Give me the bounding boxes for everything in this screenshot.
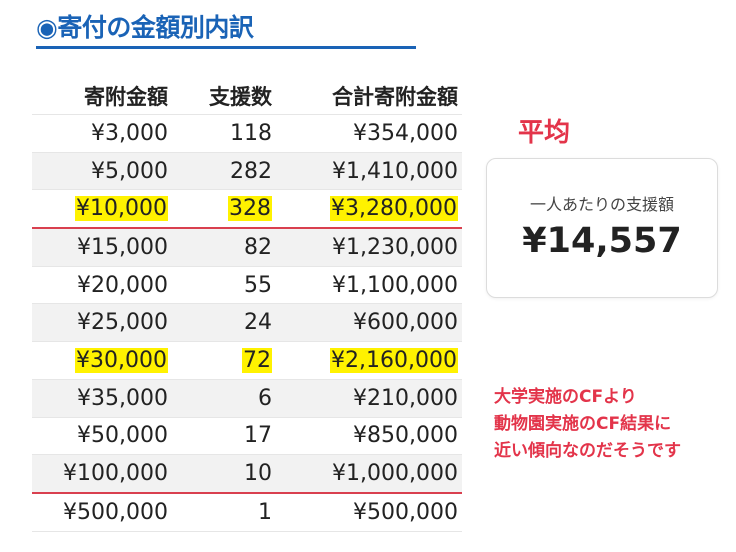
cell-count: 1 [172, 492, 276, 532]
cell-total-text: ¥210,000 [353, 385, 458, 411]
cell-total: ¥210,000 [276, 379, 462, 418]
average-card: 一人あたりの支援額 ¥14,557 [486, 158, 718, 298]
table-row: ¥15,000 82 ¥1,230,000 [32, 228, 462, 267]
donation-breakdown-table: 寄附金額 支援数 合計寄附金額 ¥3,000 118 ¥354,000 ¥5,000 2… [32, 78, 462, 532]
cell-total: ¥500,000 [276, 492, 462, 532]
cell-total: ¥1,230,000 [276, 228, 462, 267]
cell-amount: ¥5,000 [32, 152, 172, 191]
cell-total-text: ¥500,000 [353, 499, 458, 525]
cell-count: 6 [172, 379, 276, 418]
cell-total: ¥1,000,000 [276, 454, 462, 494]
note-line: 動物園実施のCF結果に [494, 414, 672, 434]
cell-total-text: ¥2,160,000 [330, 347, 458, 373]
table-row: ¥100,000 10 ¥1,000,000 [32, 454, 462, 494]
note-line: 大学実施のCFより [494, 387, 637, 407]
header-count: 支援数 [209, 85, 272, 109]
table-row: ¥500,000 1 ¥500,000 [32, 492, 462, 532]
table-row: ¥10,000 328 ¥3,280,000 [32, 189, 462, 230]
cell-amount-text: ¥500,000 [63, 499, 168, 525]
cell-amount-text: ¥50,000 [77, 423, 168, 449]
cell-amount-text: ¥25,000 [77, 310, 168, 336]
cell-count-text: 72 [242, 347, 272, 373]
table-row: ¥20,000 55 ¥1,100,000 [32, 266, 462, 305]
cell-count-text: 55 [244, 272, 272, 298]
cell-total: ¥3,280,000 [276, 189, 462, 230]
cell-amount-text: ¥15,000 [77, 234, 168, 260]
cell-count: 282 [172, 152, 276, 191]
cell-count: 328 [172, 189, 276, 230]
title-underline [36, 46, 416, 49]
cell-count: 72 [172, 341, 276, 380]
cell-total: ¥354,000 [276, 114, 462, 153]
cell-count-text: 282 [230, 158, 272, 184]
table-row: ¥30,000 72 ¥2,160,000 [32, 341, 462, 380]
cell-count-text: 6 [258, 385, 272, 411]
cell-amount-text: ¥5,000 [91, 158, 168, 184]
cell-count: 82 [172, 228, 276, 267]
table-row: ¥50,000 17 ¥850,000 [32, 417, 462, 456]
table-row: ¥5,000 282 ¥1,410,000 [32, 152, 462, 191]
table-row: ¥25,000 24 ¥600,000 [32, 303, 462, 343]
cell-count: 118 [172, 114, 276, 153]
cell-total-text: ¥3,280,000 [330, 196, 458, 222]
cell-total-text: ¥1,000,000 [332, 461, 458, 487]
cell-amount-text: ¥20,000 [77, 272, 168, 298]
cell-total: ¥850,000 [276, 417, 462, 456]
cell-count-text: 17 [244, 423, 272, 449]
cell-amount-text: ¥35,000 [77, 385, 168, 411]
average-value: ¥14,557 [522, 221, 682, 261]
cell-total: ¥1,410,000 [276, 152, 462, 191]
cell-total-text: ¥1,100,000 [332, 272, 458, 298]
header-amount: 寄附金額 [84, 85, 168, 109]
cell-amount: ¥3,000 [32, 114, 172, 153]
cell-amount: ¥35,000 [32, 379, 172, 418]
cell-count-text: 10 [244, 461, 272, 487]
cell-total-text: ¥1,410,000 [332, 158, 458, 184]
cell-amount-text: ¥3,000 [91, 120, 168, 146]
page-title: ◉寄付の金額別内訳 [36, 13, 254, 42]
note-line: 近い傾向なのだそうです [494, 441, 681, 461]
cell-count-text: 118 [230, 120, 272, 146]
cell-total: ¥1,100,000 [276, 266, 462, 305]
cell-total: ¥600,000 [276, 303, 462, 343]
cell-total-text: ¥354,000 [353, 120, 458, 146]
cell-count: 24 [172, 303, 276, 343]
cell-amount: ¥30,000 [32, 341, 172, 380]
note-text: 大学実施のCFより 動物園実施のCF結果に 近い傾向なのだそうです [494, 384, 681, 465]
cell-amount: ¥50,000 [32, 417, 172, 456]
table-row: ¥35,000 6 ¥210,000 [32, 379, 462, 418]
cell-total-text: ¥850,000 [353, 423, 458, 449]
cell-amount-text: ¥10,000 [75, 196, 168, 222]
cell-amount: ¥20,000 [32, 266, 172, 305]
cell-amount: ¥15,000 [32, 228, 172, 267]
cell-total: ¥2,160,000 [276, 341, 462, 380]
cell-amount: ¥100,000 [32, 454, 172, 494]
cell-amount-text: ¥100,000 [63, 461, 168, 487]
header-total: 合計寄附金額 [332, 85, 458, 109]
cell-amount-text: ¥30,000 [75, 347, 168, 373]
cell-count-text: 328 [228, 196, 272, 222]
cell-count-text: 82 [244, 234, 272, 260]
table-row: ¥3,000 118 ¥354,000 [32, 114, 462, 153]
table-header-row: 寄附金額 支援数 合計寄附金額 [32, 78, 462, 115]
cell-amount: ¥500,000 [32, 492, 172, 532]
cell-count-text: 1 [258, 499, 272, 525]
cell-total-text: ¥600,000 [353, 310, 458, 336]
cell-count-text: 24 [244, 310, 272, 336]
cell-count: 55 [172, 266, 276, 305]
average-label: 平均 [518, 118, 571, 148]
average-caption: 一人あたりの支援額 [529, 195, 674, 214]
cell-amount: ¥10,000 [32, 189, 172, 230]
cell-amount: ¥25,000 [32, 303, 172, 343]
cell-count: 10 [172, 454, 276, 494]
cell-count: 17 [172, 417, 276, 456]
cell-total-text: ¥1,230,000 [332, 234, 458, 260]
